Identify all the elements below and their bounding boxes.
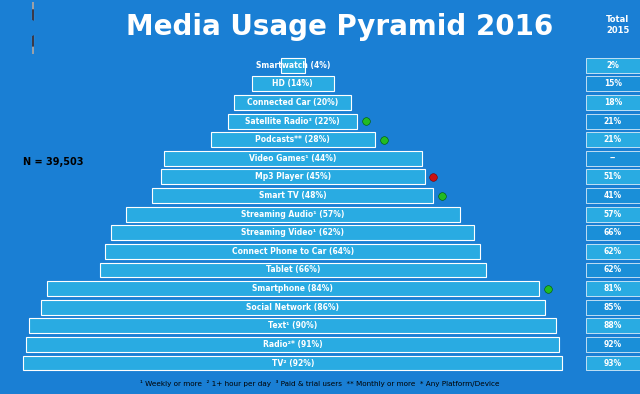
Text: 88%: 88% [604, 321, 622, 330]
Text: 57%: 57% [604, 210, 622, 219]
Text: Text¹ (90%): Text¹ (90%) [268, 321, 317, 330]
Text: Connected Car (20%): Connected Car (20%) [247, 98, 339, 107]
Text: 81%: 81% [604, 284, 622, 293]
Bar [586, 188, 640, 203]
Text: 21%: 21% [604, 135, 622, 144]
Bar [586, 132, 640, 147]
Bar [252, 76, 334, 91]
Text: 85%: 85% [604, 303, 622, 312]
Bar [152, 188, 433, 203]
Bar [586, 262, 640, 277]
Bar [24, 355, 562, 370]
Bar [111, 225, 474, 240]
Bar [586, 244, 640, 259]
Text: 62%: 62% [604, 266, 622, 275]
Text: 51%: 51% [604, 173, 622, 181]
Bar [586, 281, 640, 296]
Text: Radio²* (91%): Radio²* (91%) [263, 340, 323, 349]
Bar [228, 113, 357, 128]
Text: 2%: 2% [606, 61, 620, 70]
Text: 18%: 18% [604, 98, 622, 107]
Bar [586, 58, 640, 73]
Bar [586, 113, 640, 128]
Text: 21%: 21% [604, 117, 622, 126]
Bar [29, 318, 556, 333]
Text: Total: Total [45, 116, 83, 130]
Text: ¹ Weekly or more  ² 1+ hour per day  ³ Paid & trial users  ** Monthly or more  *: ¹ Weekly or more ² 1+ hour per day ³ Pai… [140, 380, 500, 387]
Text: Social Network (86%): Social Network (86%) [246, 303, 339, 312]
Text: Total
2015: Total 2015 [606, 15, 630, 35]
Text: HD (14%): HD (14%) [273, 79, 313, 88]
Bar [161, 169, 424, 184]
Polygon shape [21, 16, 48, 40]
Bar [586, 355, 640, 370]
Bar [586, 225, 640, 240]
Bar [164, 151, 422, 166]
Text: 15%: 15% [604, 79, 622, 88]
Bar [586, 169, 640, 184]
Bar [211, 132, 375, 147]
Text: Podcasts** (28%): Podcasts** (28%) [255, 135, 330, 144]
Text: 92%: 92% [604, 340, 622, 349]
Text: 62%: 62% [604, 247, 622, 256]
Bar [26, 337, 559, 352]
Text: Streaming Audio¹ (57%): Streaming Audio¹ (57%) [241, 210, 344, 219]
Text: 41%: 41% [604, 191, 622, 200]
Bar [586, 76, 640, 91]
Text: 93%: 93% [604, 359, 622, 368]
Text: Smart TV (48%): Smart TV (48%) [259, 191, 326, 200]
Text: Smartwatch (4%): Smartwatch (4%) [255, 61, 330, 70]
Text: Connect Phone to Car (64%): Connect Phone to Car (64%) [232, 247, 354, 256]
Bar [586, 300, 640, 315]
Text: N = 39,503: N = 39,503 [23, 157, 83, 167]
Bar [41, 300, 545, 315]
Bar [586, 337, 640, 352]
Text: Mp3 Player (45%): Mp3 Player (45%) [255, 173, 331, 181]
Text: TV² (92%): TV² (92%) [271, 359, 314, 368]
Text: Satellite Radio³ (22%): Satellite Radio³ (22%) [246, 117, 340, 126]
Text: Video Games¹ (44%): Video Games¹ (44%) [249, 154, 337, 163]
Text: Streaming Video¹ (62%): Streaming Video¹ (62%) [241, 228, 344, 237]
Text: 66%: 66% [604, 228, 622, 237]
Text: Media Usage Pyramid 2016: Media Usage Pyramid 2016 [126, 13, 554, 41]
Bar [126, 207, 460, 221]
Bar [106, 244, 480, 259]
Bar [100, 262, 486, 277]
Bar [586, 318, 640, 333]
Bar [586, 95, 640, 110]
Bar [586, 151, 640, 166]
Bar [47, 281, 539, 296]
Bar [586, 207, 640, 221]
Text: Tablet (66%): Tablet (66%) [266, 266, 320, 275]
Bar [234, 95, 351, 110]
Text: --: -- [610, 154, 616, 163]
Bar [281, 58, 305, 73]
Text: Smartphone (84%): Smartphone (84%) [252, 284, 333, 293]
